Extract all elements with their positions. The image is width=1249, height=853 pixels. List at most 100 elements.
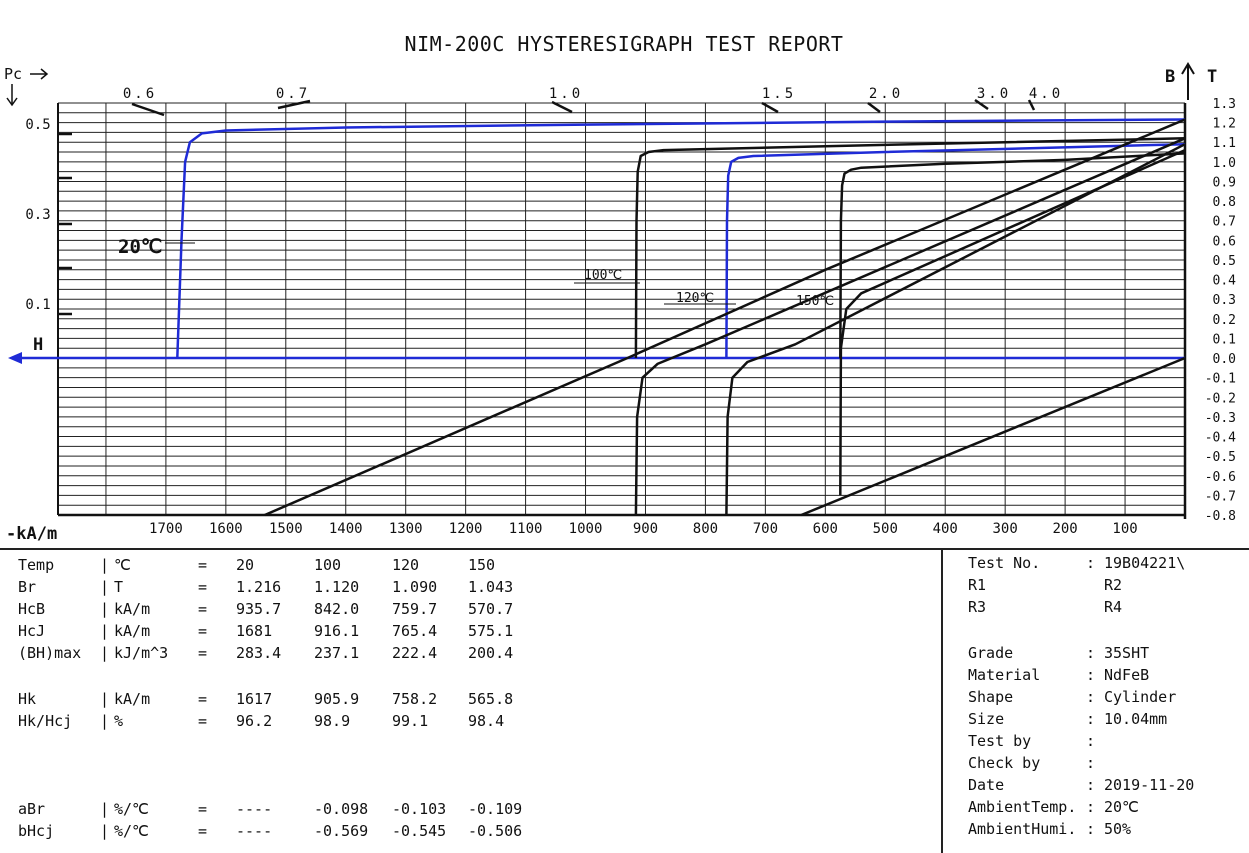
y-tick-label: 0.2 [1213,313,1236,328]
test-no-label: Test No. [968,554,1041,572]
info-field-label: Check by [968,754,1041,772]
b-axis-arrow-icon [1181,62,1195,100]
y-tick-label: 0.6 [1213,234,1236,249]
param-value: 98.9 [314,712,351,730]
series-label-150c: 150℃ [796,294,834,309]
pc-scale-label: 0.6 [123,86,157,102]
y-tick-label: -0.7 [1205,489,1236,504]
info-field-label: Test by [968,732,1032,750]
param-value: -0.569 [314,822,369,840]
r1-r2-row: R1 R2 [968,576,1122,598]
b-axis-marker: B [1165,67,1175,87]
pc-scale-label: 1.5 [762,86,796,102]
param-value: 1.120 [314,578,360,596]
series-label-120c: 120℃ [676,291,714,306]
test-no-row: Test No. : 19B04221\ [968,554,1185,576]
y-tick-label: 0.3 [1213,293,1236,308]
param-value: 98.4 [468,712,505,730]
r2-label: R2 [1104,576,1123,594]
series-line-3 [725,142,1186,359]
param-value: 935.7 [236,600,282,618]
test-no-value: 19B04221\ [1104,554,1186,572]
equals-sign: = [198,600,208,618]
param-unit: T [114,578,124,596]
param-name: aBr [18,800,46,818]
equals-sign: = [198,644,208,662]
x-tick-label: 700 [753,521,778,537]
series-line-4 [839,152,1186,359]
info-field-sep: : [1086,732,1096,750]
info-field-value: 50% [1104,820,1132,838]
equals-sign: = [198,800,208,818]
y-tick-label: 0.1 [1213,332,1236,347]
info-field-label: AmbientHumi. [968,820,1077,838]
pc-scale-tick [131,102,165,117]
pc-scale-label: 1.0 [549,86,583,102]
info-field-sep: : [1086,688,1096,706]
param-value: ---- [236,822,273,840]
param-value: 765.4 [392,622,438,640]
info-field-sep: : [1086,644,1096,662]
x-tick-label: 100 [1112,521,1137,537]
info-divider [941,550,943,853]
x-tick-label: 1100 [509,521,543,537]
pc-scale-label: 2.0 [869,86,903,102]
info-field-label: Material [968,666,1041,684]
equals-sign: = [198,690,208,708]
equals-sign: = [198,822,208,840]
param-unit: ℃ [114,556,131,574]
info-field-label: Date [968,776,1005,794]
param-name: (BH)max [18,644,82,662]
pc-tick-label: 0.3 [25,207,50,223]
series-line-7 [725,143,1186,516]
y-tick-label: -0.2 [1205,391,1236,406]
r4-label: R4 [1104,598,1123,616]
param-value: -0.506 [468,822,523,840]
info-field-value: Cylinder [1104,688,1177,706]
pc-tick-label: 0.1 [25,297,50,313]
param-value: 99.1 [392,712,429,730]
info-field-label: Shape [968,688,1014,706]
param-value: ---- [236,800,273,818]
y-tick-label: 0.8 [1213,195,1236,210]
y-tick-label: 1.1 [1213,136,1236,151]
h-axis-marker: H [33,335,43,355]
pc-scale-tick [1027,99,1036,111]
pc-down-arrow-icon [6,84,18,107]
x-tick-label: 300 [993,521,1018,537]
param-unit: kA/m [114,690,151,708]
y-tick-label: 0.9 [1213,175,1236,190]
chart-title: NIM-200C HYSTERESIGRAPH TEST REPORT [405,32,844,56]
param-value: -0.109 [468,800,523,818]
x-tick-label: 600 [813,521,838,537]
pc-axis-label: Pc [4,65,22,83]
param-value: 20 [236,556,255,574]
x-tick-label: 500 [873,521,898,537]
r1-label: R1 [968,576,987,594]
section-divider [0,548,1249,550]
column-separator: | [100,622,110,640]
x-tick-label: 1600 [209,521,243,537]
column-separator: | [100,644,110,662]
x-tick-label: 1200 [449,521,483,537]
series-line-9 [800,356,1186,517]
series-line-1 [176,118,1186,359]
param-value: 237.1 [314,644,360,662]
y-tick-label: 1.3 [1213,97,1236,112]
column-separator: | [100,800,110,818]
pc-scale-label: 0.7 [276,86,310,102]
param-value: 916.1 [314,622,360,640]
param-value: 150 [468,556,496,574]
param-value: 570.7 [468,600,514,618]
param-name: Temp [18,556,55,574]
info-field-sep: : [1086,710,1096,728]
param-unit: kA/m [114,600,151,618]
param-name: Br [18,578,37,596]
series-line-5 [264,118,1186,517]
param-value: 200.4 [468,644,514,662]
info-field-value: 10.04mm [1104,710,1168,728]
info-field-sep: : [1086,820,1096,838]
x-tick-label: 900 [633,521,658,537]
hysteresis-chart: NIM-200C HYSTERESIGRAPH TEST REPORT 1700 1… [4,32,1236,544]
param-unit: %/℃ [114,822,149,840]
